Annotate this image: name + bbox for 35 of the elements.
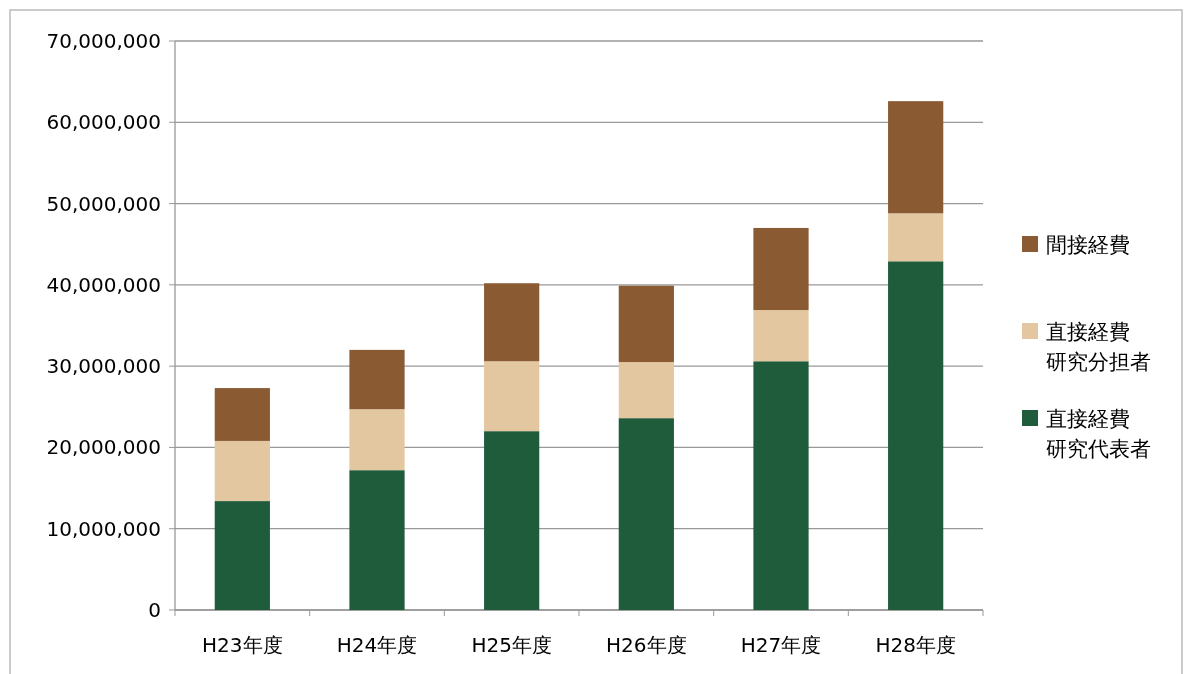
y-tick-label: 30,000,000	[46, 354, 161, 379]
bar	[753, 227, 809, 311]
y-tick-label: 10,000,000	[46, 516, 161, 541]
bar	[888, 101, 944, 214]
y-tick-label: 40,000,000	[46, 272, 161, 297]
x-tick-label: H27年度	[740, 633, 822, 657]
y-tick-label: 50,000,000	[46, 191, 161, 216]
bar	[214, 440, 270, 502]
legend-label: 間接経費	[1046, 233, 1130, 257]
bar	[618, 418, 674, 610]
bar	[349, 409, 405, 471]
bar	[484, 283, 540, 362]
y-tick-label: 20,000,000	[46, 435, 161, 460]
bar	[214, 501, 270, 610]
x-tick-label: H24年度	[336, 633, 418, 657]
bar	[888, 261, 944, 610]
x-tick-label: H25年度	[471, 633, 552, 657]
bar	[349, 349, 405, 410]
bar	[753, 310, 809, 362]
bar	[753, 361, 809, 610]
x-tick-label: H23年度	[202, 633, 283, 657]
bar	[618, 362, 674, 419]
x-tick-label: H26年度	[606, 633, 687, 657]
y-tick-label: 60,000,000	[46, 110, 161, 135]
bar	[214, 388, 270, 441]
bar	[484, 431, 540, 610]
bar	[484, 361, 540, 432]
bar	[888, 213, 944, 262]
legend-label: 直接経費研究分担者	[1046, 320, 1151, 374]
bar	[618, 285, 674, 363]
x-tick-label: H28年度	[875, 633, 956, 657]
y-tick-label: 70,000,000	[46, 29, 161, 53]
y-tick-label: 0	[148, 598, 161, 622]
legend-label: 直接経費研究代表者	[1046, 407, 1151, 461]
bar	[349, 470, 405, 610]
